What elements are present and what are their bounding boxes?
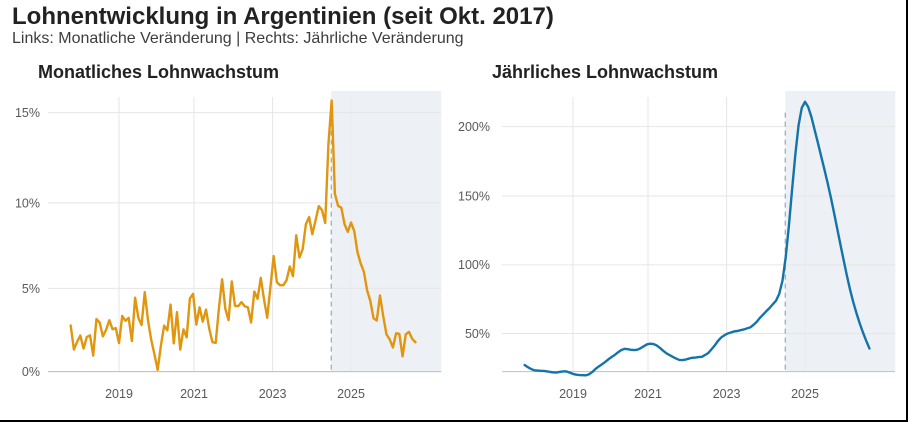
svg-text:0%: 0% — [22, 365, 40, 379]
svg-text:10%: 10% — [15, 197, 40, 211]
svg-text:2019: 2019 — [559, 387, 587, 401]
svg-text:2021: 2021 — [634, 387, 662, 401]
svg-text:2023: 2023 — [259, 387, 287, 401]
svg-text:2021: 2021 — [180, 387, 208, 401]
svg-text:2023: 2023 — [713, 387, 741, 401]
svg-text:15%: 15% — [15, 106, 40, 120]
svg-text:50%: 50% — [465, 327, 490, 341]
svg-text:100%: 100% — [458, 258, 490, 272]
svg-text:150%: 150% — [458, 190, 490, 204]
svg-text:2019: 2019 — [105, 387, 133, 401]
svg-text:2025: 2025 — [337, 387, 365, 401]
svg-text:200%: 200% — [458, 120, 490, 134]
svg-text:5%: 5% — [22, 282, 40, 296]
svg-text:2025: 2025 — [791, 387, 819, 401]
